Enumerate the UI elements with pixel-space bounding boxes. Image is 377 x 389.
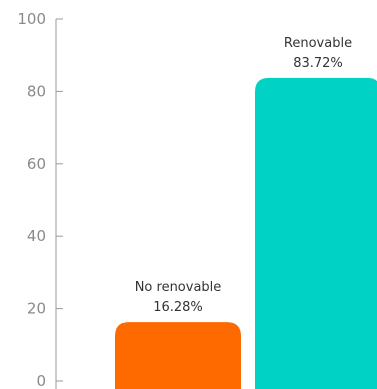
y-tick-label: 20: [27, 300, 46, 318]
data-labels-group: No renovable 16.28% Renovable 83.72%: [135, 36, 352, 315]
bar-value-label: 83.72%: [293, 56, 343, 71]
bars-group: [115, 77, 377, 389]
y-tick-label: 100: [17, 10, 46, 28]
y-tick-label: 60: [27, 155, 46, 173]
y-axis: 0 20 40 60 80 100: [17, 10, 63, 389]
bar-renovable: [255, 77, 377, 389]
bar-category-label: No renovable: [135, 280, 222, 295]
y-tick-label: 40: [27, 227, 46, 245]
y-tick-label: 80: [27, 82, 46, 100]
bar-no-renovable: [115, 322, 241, 389]
bar-value-label: 16.28%: [153, 300, 203, 315]
y-tick-label: 0: [36, 372, 46, 389]
bar-category-label: Renovable: [284, 36, 352, 51]
